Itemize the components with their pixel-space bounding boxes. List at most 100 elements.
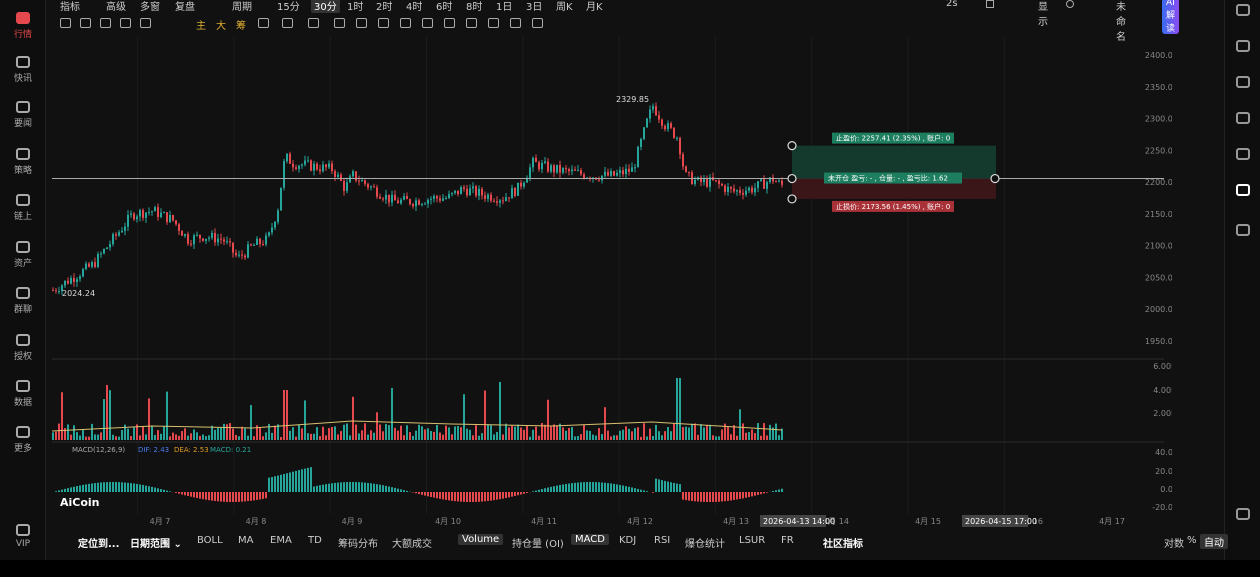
sidebar-item-5[interactable]: 资产 [0, 241, 46, 269]
candle-body [367, 183, 369, 188]
volume-bar [559, 423, 561, 440]
list-icon[interactable] [1236, 76, 1250, 88]
indicator-item-3[interactable]: MA [238, 535, 254, 546]
indicator-item-0[interactable]: 定位到... [78, 539, 120, 550]
sidebar-item-6[interactable]: 群聊 [0, 287, 46, 315]
indicator-item-11[interactable]: KDJ [619, 535, 637, 546]
draw-tool-0-icon[interactable] [60, 18, 71, 28]
toolbar-item-4[interactable]: 周期 [232, 2, 252, 13]
indicator-item-10[interactable]: MACD [571, 534, 609, 545]
sidebar-item-1[interactable]: 快讯 [0, 56, 46, 84]
toolbar-item-13[interactable]: 3日 [526, 2, 543, 13]
draw-tool-4-icon[interactable] [140, 18, 151, 28]
volume-bar [214, 429, 216, 440]
drag-handle[interactable] [787, 194, 797, 204]
candle-body [352, 171, 354, 177]
indicator-item-15[interactable]: FR [781, 535, 794, 546]
draw-label-1[interactable]: 大 [216, 21, 226, 32]
sidebar-item-7[interactable]: 授权 [0, 334, 46, 362]
toolbar-item-3[interactable]: 复盘 [175, 2, 195, 13]
chart-tool-0-icon[interactable] [258, 18, 269, 28]
toolbar-item-10[interactable]: 6时 [436, 2, 453, 13]
toolbar-item-0[interactable]: 指标 [60, 2, 80, 13]
indicator-item-8[interactable]: Volume [458, 534, 504, 545]
drag-handle[interactable] [787, 141, 797, 151]
pencil-icon[interactable] [986, 0, 994, 8]
indicator-item-17[interactable]: 对数 [1164, 539, 1184, 550]
draw-tool-3-icon[interactable] [120, 18, 131, 28]
toolbar-item-15[interactable]: 月K [586, 2, 603, 13]
indicator-item-1[interactable]: 日期范围 ⌄ [130, 539, 182, 550]
chart-tool-7-icon[interactable] [422, 18, 433, 28]
sidebar-item-9[interactable]: 更多 [0, 426, 46, 454]
chart-tool-3-icon[interactable] [334, 18, 345, 28]
stop-loss-zone[interactable] [792, 178, 996, 199]
toolbar-item-2[interactable]: 多窗 [140, 2, 160, 13]
indicator-item-2[interactable]: BOLL [197, 535, 223, 546]
chart-tool-10-icon[interactable] [488, 18, 499, 28]
book-icon[interactable] [1236, 112, 1250, 124]
link-icon[interactable] [1236, 224, 1250, 236]
layout-name-select[interactable]: 未命名 [1116, 2, 1126, 43]
volume-bar [58, 423, 60, 440]
sidebar-item-4[interactable]: 链上 [0, 194, 46, 222]
volume-bar [748, 432, 750, 440]
indicator-item-6[interactable]: 筹码分布 [338, 539, 378, 550]
toolbar-item-6[interactable]: 30分 [311, 0, 340, 13]
indicator-item-19[interactable]: 自动 [1200, 534, 1228, 549]
candle-body [478, 188, 480, 196]
news-icon[interactable] [1236, 40, 1250, 52]
indicator-item-18[interactable]: % [1187, 535, 1197, 546]
sidebar-item-10[interactable]: VIP [0, 524, 46, 549]
indicator-item-12[interactable]: RSI [654, 535, 671, 546]
volume-bar [103, 399, 105, 440]
toolbar-item-1[interactable]: 高级 [106, 2, 126, 13]
gear-icon[interactable] [1066, 0, 1074, 8]
sidebar-item-8[interactable]: 数据 [0, 380, 46, 408]
draw-tool-1-icon[interactable] [80, 18, 91, 28]
chart-tool-8-icon[interactable] [444, 18, 455, 28]
draw-tool-2-icon[interactable] [100, 18, 111, 28]
toolbar-item-9[interactable]: 4时 [406, 2, 423, 13]
sidebar-item-0[interactable]: 行情 [0, 12, 46, 40]
bot-icon[interactable] [1236, 184, 1250, 196]
toolbar-item-8[interactable]: 2时 [376, 2, 393, 13]
price-chart[interactable]: 2400.00 2350.00 2300.00 2250.00 2200.00 2150.… [52, 36, 1172, 566]
sidebar-item-2[interactable]: 要闻 [0, 101, 46, 129]
alarm-icon[interactable] [1236, 508, 1250, 520]
chart-tool-6-icon[interactable] [400, 18, 411, 28]
draw-label-0[interactable]: 主 [196, 21, 206, 32]
chart-tool-11-icon[interactable] [510, 18, 521, 28]
indicator-item-13[interactable]: 爆仓统计 [685, 539, 725, 550]
toolbar-item-12[interactable]: 1日 [496, 2, 513, 13]
chart-tool-1-icon[interactable] [282, 18, 293, 28]
chart-tool-9-icon[interactable] [466, 18, 477, 28]
indicator-item-9[interactable]: 持仓量 (OI) [512, 539, 564, 550]
ai-interpret-button[interactable]: AI解读 [1162, 0, 1179, 34]
chart-tool-4-icon[interactable] [356, 18, 367, 28]
position-tool[interactable]: 止盈价: 2257.41 (2.35%) , 账户: 0 未开仓 盈亏: - , … [52, 132, 1172, 212]
layers-icon[interactable] [1236, 148, 1250, 160]
sidebar-item-3[interactable]: 策略 [0, 148, 46, 176]
indicator-item-16[interactable]: 社区指标 [823, 539, 863, 550]
volume-bar [313, 433, 315, 440]
drag-handle[interactable] [990, 173, 1000, 184]
chart-tool-5-icon[interactable] [378, 18, 389, 28]
toolbar-item-14[interactable]: 周K [556, 2, 573, 13]
indicator-item-7[interactable]: 大额成交 [392, 539, 432, 550]
candle-body [259, 238, 261, 244]
toolbar-item-11[interactable]: 8时 [466, 2, 483, 13]
refresh-interval[interactable]: 2s [946, 0, 958, 9]
toolbar-item-7[interactable]: 1时 [347, 2, 364, 13]
chart-tool-2-icon[interactable] [308, 18, 319, 28]
drag-handle[interactable] [787, 173, 797, 184]
draw-label-2[interactable]: 筹 [236, 21, 246, 32]
toolbar-item-5[interactable]: 15分 [277, 2, 300, 13]
indicator-item-14[interactable]: LSUR [739, 535, 766, 546]
display-toggle[interactable]: 显示 [1038, 2, 1048, 28]
indicator-item-4[interactable]: EMA [270, 535, 292, 546]
document-icon[interactable] [1236, 4, 1250, 16]
chart-tool-12-icon[interactable] [532, 18, 543, 28]
volume-bar [565, 430, 567, 440]
indicator-item-5[interactable]: TD [308, 535, 322, 546]
